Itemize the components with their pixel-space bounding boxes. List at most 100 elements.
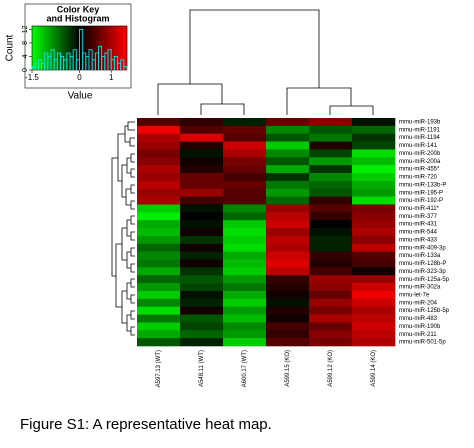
heatmap-cell xyxy=(223,322,267,331)
heatmap-cell xyxy=(352,118,396,127)
heatmap-cell xyxy=(180,283,224,292)
key-y-label: Count xyxy=(5,34,16,61)
heatmap-cell xyxy=(223,259,267,268)
heatmap-cell xyxy=(309,133,353,142)
heatmap-cell xyxy=(137,188,181,197)
heatmap-cell xyxy=(266,338,310,347)
key-title: and Histogram xyxy=(46,13,109,23)
row-label: mmu-miR-192-P xyxy=(399,198,443,204)
row-label: mmu-miR-544 xyxy=(399,230,438,236)
heatmap-cell xyxy=(180,212,224,221)
heatmap-cell xyxy=(137,173,181,182)
heatmap-cell xyxy=(309,330,353,339)
key-title: Color Key xyxy=(57,4,100,14)
heatmap-cell xyxy=(266,314,310,323)
heatmap-cell xyxy=(309,283,353,292)
heatmap-cell xyxy=(223,149,267,158)
heatmap-cell xyxy=(266,290,310,300)
heatmap-cell xyxy=(180,173,224,182)
heatmap-cell xyxy=(309,118,353,127)
heatmap-cell xyxy=(309,251,353,260)
column-label: A597.13 (WT) xyxy=(156,350,162,387)
row-label: mmu-miR-483 xyxy=(399,316,438,322)
heatmap-cell xyxy=(137,251,181,260)
heatmap-cell xyxy=(352,133,396,142)
heatmap-cell xyxy=(266,165,310,174)
heatmap-cell xyxy=(180,330,224,339)
heatmap-cell xyxy=(137,243,181,252)
row-label: mmu-miR-411* xyxy=(399,206,440,212)
heatmap-cell xyxy=(266,322,310,331)
heatmap-cell xyxy=(352,314,396,323)
heatmap-cell xyxy=(309,125,353,135)
heatmap-cell xyxy=(352,157,396,166)
heatmap-cell xyxy=(180,259,224,268)
column-dendrogram xyxy=(157,9,374,115)
heatmap-cell xyxy=(223,267,267,276)
heatmap-cell xyxy=(223,235,267,245)
row-label: mmu-miR-720 xyxy=(399,175,438,181)
heatmap-cell xyxy=(266,173,310,182)
row-label: mmu-miR-1194 xyxy=(399,135,441,141)
heatmap-cell xyxy=(309,149,353,158)
histogram-step xyxy=(79,28,84,70)
row-label: mmu-miR-211 xyxy=(399,332,437,338)
heatmap-cell xyxy=(180,149,224,158)
heatmap-cell xyxy=(352,212,396,221)
heatmap-cell xyxy=(309,188,353,197)
heatmap-cell xyxy=(180,251,224,260)
heatmap-cell xyxy=(180,298,224,307)
heatmap-cell xyxy=(266,188,310,197)
row-label: mmu-miR-133a xyxy=(399,253,441,259)
row-dendrogram xyxy=(111,121,135,336)
key-y-tick-label: 8 xyxy=(22,41,29,45)
heatmap-cell xyxy=(309,314,353,323)
heatmap-cell xyxy=(137,330,181,339)
heatmap-cell xyxy=(223,283,267,292)
heatmap-cell xyxy=(180,275,224,284)
heatmap-cell xyxy=(180,180,224,190)
row-label: mmu-miR-190b xyxy=(399,324,441,330)
heatmap-cell xyxy=(266,196,310,205)
row-label: mmu-miR-204 xyxy=(399,300,438,306)
row-label: mmu-miR-431 xyxy=(399,222,438,228)
heatmap-cell xyxy=(223,338,267,347)
heatmap-cell xyxy=(137,118,181,127)
heatmap-cell xyxy=(223,118,267,127)
heatmap-cell xyxy=(137,133,181,142)
heatmap-cell xyxy=(223,290,267,300)
heatmap-cell xyxy=(223,141,267,150)
histogram-step xyxy=(123,66,128,70)
heatmap-cell xyxy=(266,243,310,252)
heatmap-cell xyxy=(352,196,396,205)
column-label: A599.12 (KO) xyxy=(328,350,334,387)
heatmap-cell xyxy=(137,235,181,245)
heatmap-cell xyxy=(223,243,267,252)
row-label: mmu-miR-195-P xyxy=(399,190,443,196)
row-label: mmu-miR-1191 xyxy=(399,127,441,133)
row-label: mmu-miR-125b-5p xyxy=(399,308,450,314)
heatmap-cell xyxy=(309,196,353,205)
heatmap-cell xyxy=(180,157,224,166)
row-label: mmu-miR-302a xyxy=(399,285,441,291)
key-x-label: Value xyxy=(68,91,93,102)
heatmap-cell xyxy=(223,298,267,307)
heatmap-cell xyxy=(352,173,396,182)
heatmap-cell xyxy=(137,180,181,190)
heatmap-cell xyxy=(137,196,181,205)
heatmap-cell xyxy=(137,165,181,174)
heatmap-cell xyxy=(309,275,353,284)
heatmap-cell xyxy=(137,275,181,284)
histogram-step xyxy=(120,59,125,70)
heatmap-cell xyxy=(266,204,310,213)
heatmap-cell xyxy=(266,212,310,221)
heatmap-cell xyxy=(137,267,181,276)
row-label: mmu-miR-125a-5p xyxy=(399,277,450,283)
heatmap-cell xyxy=(352,275,396,284)
heatmap-cell xyxy=(309,243,353,252)
heatmap-cell xyxy=(223,212,267,221)
heatmap-cell xyxy=(180,165,224,174)
row-label: mmu-miR-133b-P xyxy=(399,182,446,188)
row-label: mmu-miR-409-3p xyxy=(399,245,446,251)
